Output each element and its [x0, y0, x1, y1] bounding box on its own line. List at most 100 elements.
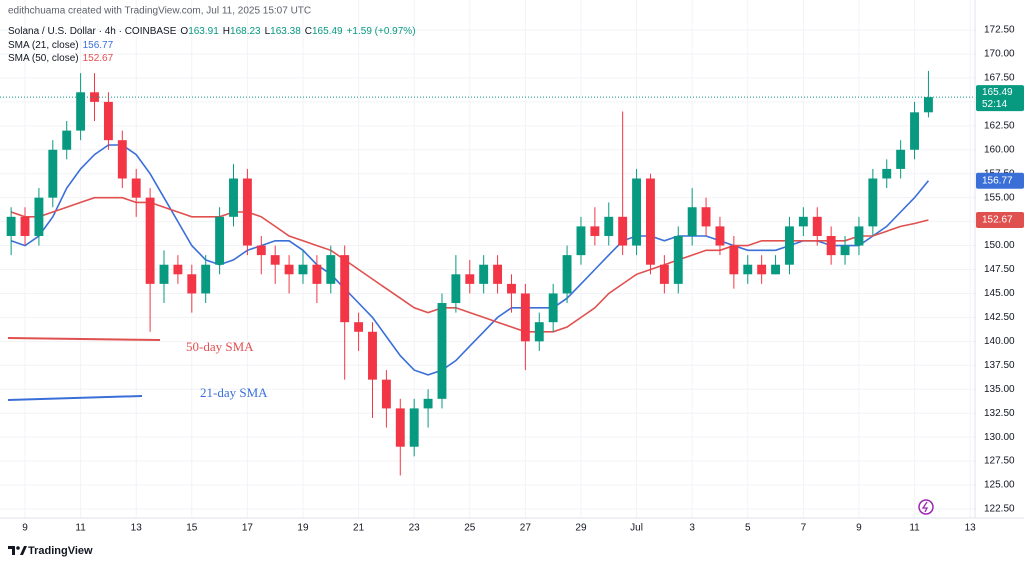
- change: +1.59 (+0.97%): [347, 26, 416, 37]
- x-tick-label: 5: [745, 523, 751, 534]
- candle-body: [90, 92, 99, 102]
- x-tick-label: 29: [575, 523, 587, 534]
- candle-body: [117, 140, 127, 179]
- candle-body: [896, 149, 906, 169]
- x-tick-label: 11: [75, 523, 86, 534]
- sma-tag: [976, 172, 1024, 189]
- y-tick-label: 150.00: [984, 240, 1015, 251]
- ohlc-value: 163.91: [188, 26, 219, 37]
- candle-body: [646, 178, 655, 265]
- x-tick-label: 7: [801, 523, 807, 534]
- candle-body: [229, 178, 238, 217]
- candle-body: [465, 274, 475, 284]
- candle-body: [312, 264, 322, 284]
- y-tick-label: 147.50: [984, 264, 1015, 275]
- ohlc-key: H: [223, 26, 230, 37]
- candle-body: [284, 264, 294, 275]
- candle-body: [590, 226, 600, 236]
- candle-body: [771, 264, 780, 275]
- footer-logo: TradingView: [8, 545, 93, 557]
- candle-body: [173, 264, 183, 275]
- candle-body: [256, 245, 266, 256]
- candle-body: [298, 264, 308, 275]
- legend-value: 152.67: [83, 53, 114, 64]
- candle-body: [659, 264, 669, 284]
- candle-body: [604, 216, 614, 236]
- candle-body: [729, 245, 739, 275]
- annotation-line: [7, 395, 143, 401]
- y-tick-label: 122.50: [984, 504, 1015, 515]
- candle-body: [395, 408, 405, 447]
- candle-body: [743, 264, 753, 275]
- candle-body: [534, 322, 544, 342]
- ohlc-value: 165.49: [312, 26, 343, 37]
- candle-body: [868, 178, 878, 227]
- axes: 122.50 125.00 127.50 130.00 132.50 135.00 137.…: [22, 25, 1024, 534]
- candle-body: [76, 92, 86, 131]
- annotation-line: [7, 337, 161, 341]
- logo-mark: [8, 546, 15, 555]
- symbol-legend: Solana / U.S. Dollar · 4h · COINBASE O163…: [8, 26, 416, 37]
- candle-body: [673, 235, 683, 284]
- sma-line: [10, 196, 929, 333]
- candle-body: [48, 149, 58, 198]
- candle-body: [20, 216, 30, 236]
- x-tick-label: 25: [464, 523, 476, 534]
- candle-body: [187, 274, 197, 294]
- symbol: Solana / U.S. Dollar · 4h · COINBASE: [8, 26, 177, 37]
- x-tick-label: 17: [242, 523, 254, 534]
- candle-body: [493, 264, 503, 284]
- x-tick-label: 15: [186, 523, 198, 534]
- x-tick-label: 3: [689, 523, 695, 534]
- ohlc-key: O: [180, 26, 188, 37]
- ohlc-value: 168.23: [230, 26, 261, 37]
- x-tick-label: 13: [965, 523, 977, 534]
- price-tag-label: 165.49: [982, 87, 1013, 98]
- candle-body: [618, 216, 628, 246]
- x-tick-label: 27: [520, 523, 532, 534]
- candle-body: [354, 322, 364, 332]
- candle-body: [381, 379, 391, 409]
- candle-body: [270, 255, 280, 265]
- candle-body: [757, 264, 767, 275]
- y-tick-label: 130.00: [984, 432, 1015, 443]
- y-tick-label: 160.00: [984, 144, 1015, 155]
- event-icon[interactable]: [918, 499, 934, 515]
- y-tick-label: 137.50: [984, 360, 1015, 371]
- candle-body: [798, 216, 808, 227]
- x-tick-label: 9: [22, 523, 28, 534]
- candle-body: [840, 245, 850, 256]
- candle-body: [548, 293, 558, 323]
- legend-value: 156.77: [83, 40, 114, 51]
- x-tick-label: 19: [297, 523, 309, 534]
- sma21-legend: SMA (21, close) 156.77: [8, 40, 114, 51]
- candle-body: [201, 264, 211, 294]
- candle-body: [910, 112, 919, 150]
- candle-body: [826, 235, 836, 256]
- sma50-legend: SMA (50, close) 152.67: [8, 53, 114, 64]
- y-tick-label: 125.00: [984, 480, 1015, 491]
- y-tick-label: 162.50: [984, 120, 1015, 131]
- candle-body: [479, 264, 489, 284]
- candle-body: [562, 255, 572, 294]
- candle-body: [6, 216, 16, 236]
- candle-body: [62, 130, 72, 150]
- event-icon-bolt: [921, 501, 929, 513]
- candle-body: [423, 398, 433, 409]
- logo-mark: [16, 546, 20, 550]
- candle-body: [131, 178, 141, 198]
- candle-body: [923, 97, 933, 113]
- candle-body: [882, 168, 892, 179]
- candle-body: [145, 197, 155, 284]
- candle-body: [576, 226, 586, 256]
- y-tick-label: 170.00: [984, 49, 1015, 60]
- candle-body: [103, 101, 113, 141]
- annotation: 21-day SMA: [200, 385, 268, 400]
- candle-body: [409, 408, 419, 447]
- y-tick-label: 140.00: [984, 336, 1015, 347]
- candle-body: [242, 178, 252, 246]
- x-tick-label: Jul: [630, 523, 643, 534]
- candle-body: [632, 178, 642, 246]
